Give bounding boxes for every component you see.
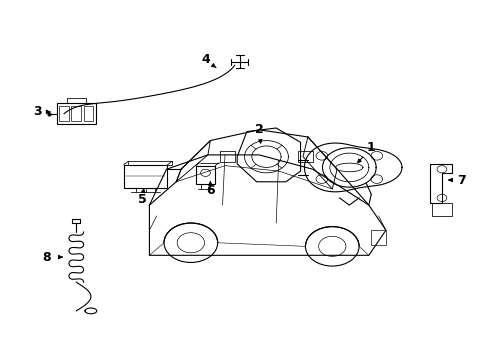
Text: 7: 7 [456,174,465,186]
Text: 4: 4 [201,53,209,66]
Text: 1: 1 [366,141,375,154]
Text: 3: 3 [33,105,41,118]
Text: 5: 5 [138,193,146,206]
Text: 2: 2 [254,123,263,136]
Text: 8: 8 [42,251,51,264]
Text: 6: 6 [205,184,214,197]
